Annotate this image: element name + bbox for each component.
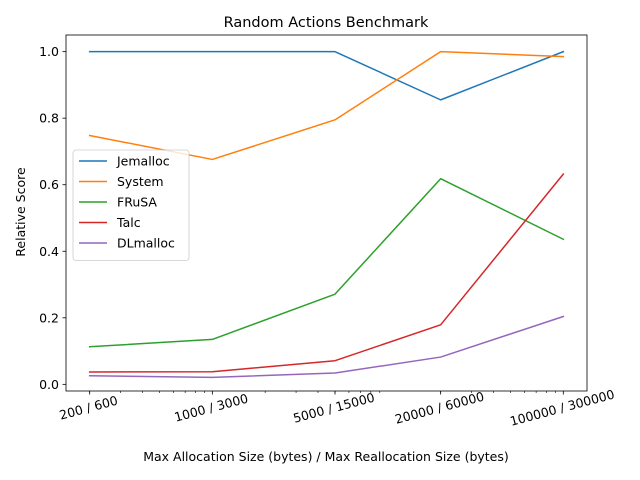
legend-entry-system: System	[117, 174, 164, 189]
plot-frame	[65, 34, 588, 392]
legend-box	[72, 149, 190, 261]
y-tick-label: 0.8	[39, 111, 59, 126]
y-tick-label: 1.0	[39, 44, 59, 59]
legend: Jemalloc System FRuSA Talc DLmalloc	[72, 149, 190, 261]
y-tick-label: 0.0	[39, 377, 59, 392]
series-line-frusa	[88, 177, 565, 348]
legend-entry-frusa: FRuSA	[117, 195, 157, 210]
chart-title: Random Actions Benchmark	[224, 15, 429, 31]
legend-entry-talc: Talc	[116, 215, 141, 230]
x-axis-label: Max Allocation Size (bytes) / Max Reallo…	[143, 449, 509, 464]
series-line-jemalloc	[88, 50, 565, 101]
series-line-talc	[88, 173, 565, 373]
legend-entry-dlmalloc: DLmalloc	[117, 236, 175, 251]
legend-entry-jemalloc: Jemalloc	[116, 154, 170, 169]
y-tick-label: 0.6	[39, 177, 59, 192]
y-axis-label: Relative Score	[13, 167, 28, 257]
series-line-dlmalloc	[88, 315, 565, 379]
y-tick-label: 0.4	[39, 244, 59, 259]
y-tick-label: 0.2	[39, 310, 59, 325]
